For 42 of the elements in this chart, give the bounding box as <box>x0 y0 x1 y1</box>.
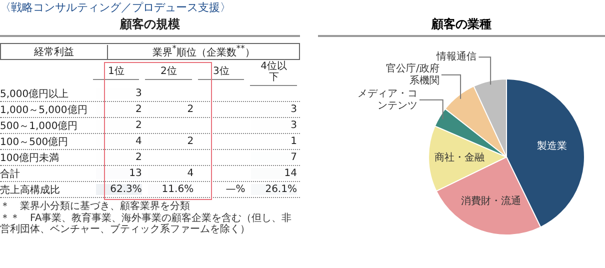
data-label: 2 <box>96 104 142 115</box>
data-label: 4 <box>96 136 142 147</box>
data-label: 62.3% <box>96 184 142 195</box>
data-label: 13 <box>96 168 142 179</box>
x-axis-title: 業界$^{*}$順位（企業数$^{**}$） <box>151 43 256 60</box>
slice-label: 製造業 <box>537 140 568 152</box>
slice-label: 商社・金融 <box>434 152 485 164</box>
data-label: 4 <box>148 168 194 179</box>
data-label: 3 <box>96 88 142 99</box>
y-tick-label: 100億円未満 <box>0 152 60 164</box>
data-label: 2 <box>148 104 194 115</box>
data-label: 2 <box>148 136 194 147</box>
data-label: 3 <box>251 104 297 115</box>
x-tick-label: 4位以下 <box>250 60 298 86</box>
text: —% <box>226 184 246 195</box>
y-tick-label: 合計 <box>0 168 21 180</box>
chart-title: 顧客の規模 <box>0 16 300 37</box>
slice-label: 官公庁/政府系機関 <box>386 62 440 86</box>
data-label: 14 <box>251 168 297 179</box>
y-axis-title: 経常利益 <box>1 44 108 58</box>
slice-label: 消費財・流通 <box>461 194 522 207</box>
x-tick-label: 1位 <box>92 66 140 80</box>
chart-subtitle: 〈戦略コンサルティング／プロデュース支援〉 <box>0 0 232 16</box>
data-label: 3 <box>251 120 297 131</box>
text: ＊＊ FA事業、教育事業、海外事業の顧客企業を含む（但し、非営利団体、ベンチャー、ブティック系ファームを除く） <box>0 213 293 235</box>
data-label: 2 <box>96 120 142 131</box>
x-tick-label: 2位 <box>145 66 192 80</box>
data-label: 2 <box>96 152 142 163</box>
data-label: 7 <box>251 152 297 163</box>
x-tick-label: 3位 <box>198 66 244 80</box>
y-tick-label: 1,000～5,000億円 <box>0 104 88 116</box>
text: ＊ 業界小分類に基づき、顧客業界を分類 <box>0 201 191 212</box>
y-tick-label: 500～1,000億円 <box>0 120 79 132</box>
y-tick-label: 100～500億円 <box>0 136 70 148</box>
slice-label: 情報通信 <box>436 50 477 63</box>
slice-label: メディア・コンテンツ <box>357 88 418 112</box>
data-label: 11.6% <box>148 184 194 195</box>
y-tick-label: 5,000億円以上 <box>0 88 70 100</box>
chart-title: 顧客の業種 <box>318 16 605 37</box>
data-label: 1 <box>290 136 297 147</box>
data-label: 26.1% <box>251 184 297 195</box>
y-tick-label: 売上高構成比 <box>0 184 61 196</box>
